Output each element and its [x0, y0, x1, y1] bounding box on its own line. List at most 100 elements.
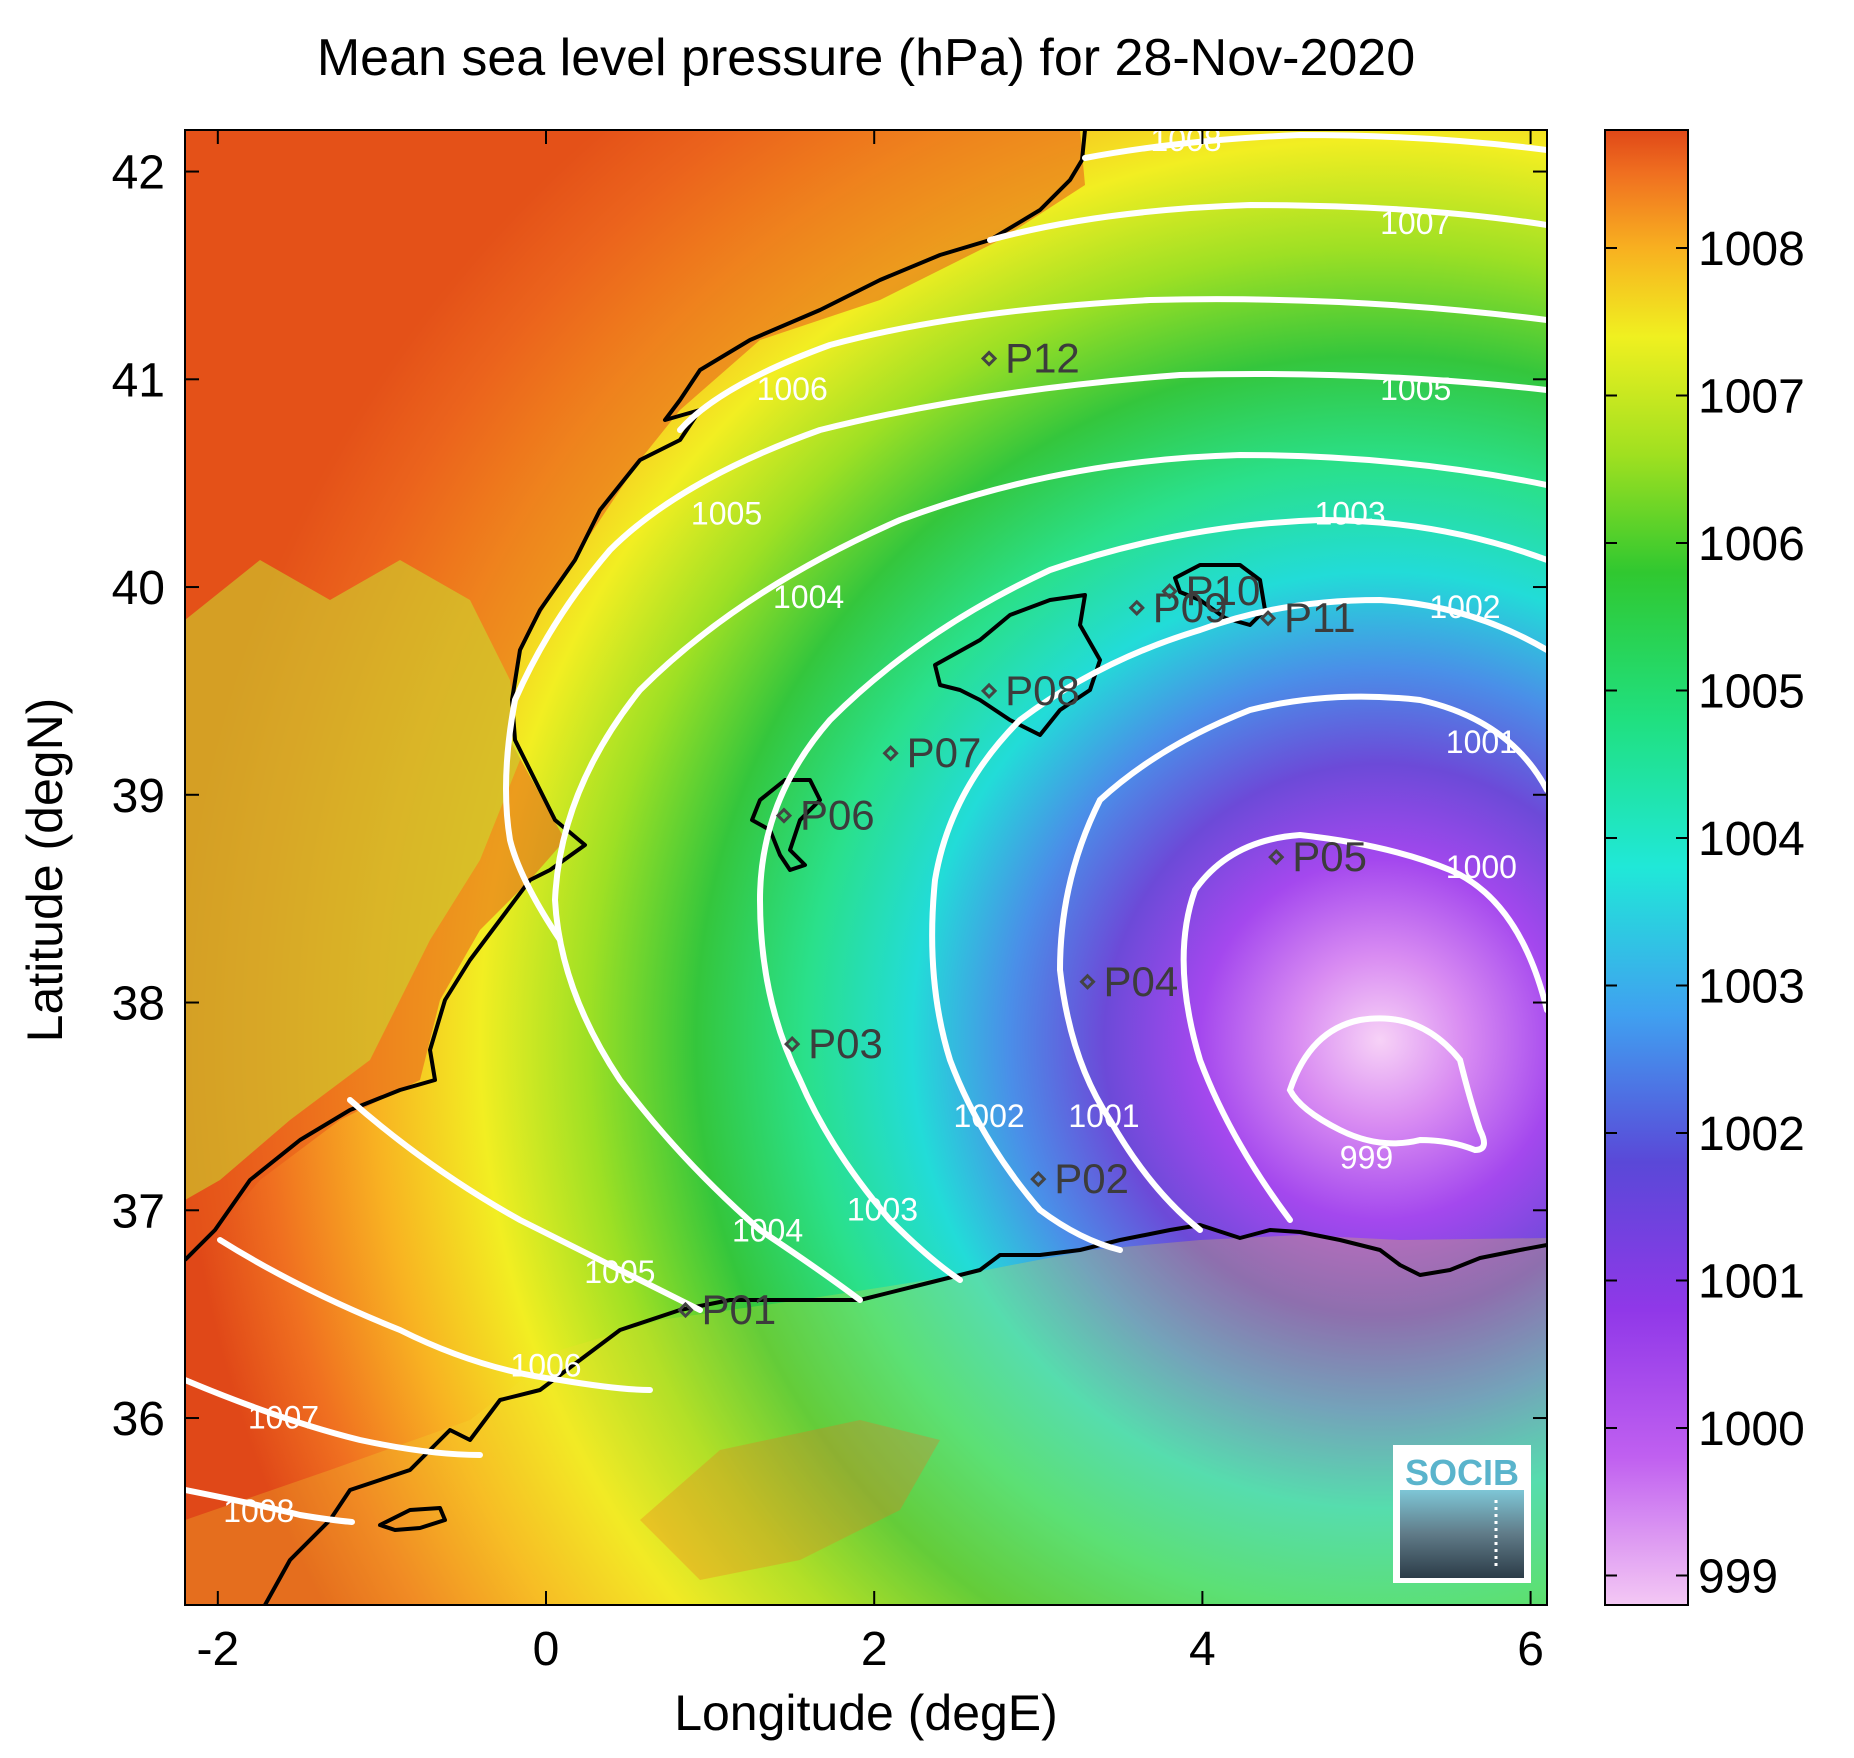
x-tick-label: 6: [1517, 1623, 1544, 1676]
contour-label: 1003: [1314, 496, 1385, 532]
contour-999: [1286, 1015, 1487, 1154]
contour-label: 1005: [1380, 371, 1451, 407]
contour-1002: [929, 596, 1547, 1253]
contour-label: 1006: [510, 1347, 581, 1383]
colorbar: 999 1000 1001 1002 1003 1004 1005 1006 1007 1008: [1604, 129, 1805, 1606]
iberia-green-fringe: [185, 560, 520, 1200]
station-label: P05: [1292, 833, 1367, 880]
y-axis: 36 37 38 39 40 41 42: [112, 147, 1547, 1446]
colorbar-tick-label: 1003: [1698, 961, 1805, 1014]
contour-label: 999: [1340, 1140, 1393, 1176]
contour-1005-south: [347, 1097, 703, 1313]
contour-1006: [677, 296, 1547, 433]
map-plot-area: 1008 1007 1006 1005 1005 1003 1004 1002 1001 1000…: [185, 122, 1547, 1605]
africa-land-shading: [185, 1235, 1547, 1605]
contour-labels: 1008 1007 1006 1005 1005 1003 1004 1002 1001 1000…: [223, 122, 1517, 1529]
y-axis-label: Latitude (degN): [17, 698, 73, 1043]
socib-logo-background: [1400, 1490, 1524, 1578]
contour-label: 1002: [953, 1098, 1024, 1134]
contour-label: 1005: [691, 496, 762, 532]
coastlines: [185, 130, 1547, 1605]
contour-label: 1004: [773, 579, 844, 615]
station-marker: [1259, 610, 1277, 627]
contour-1001: [1056, 693, 1547, 1233]
x-axis-label: Longitude (degE): [674, 1685, 1058, 1741]
station-marker: [1030, 1170, 1047, 1188]
colorbar-tick-label: 1007: [1698, 371, 1805, 424]
colorbar-gradient: [1604, 129, 1689, 1606]
station-marker: [1161, 583, 1178, 600]
station-label: P10: [1186, 567, 1261, 614]
contour-label: 1000: [1446, 849, 1517, 885]
station-label: P12: [1005, 335, 1080, 382]
contour-label: 1002: [1429, 589, 1500, 625]
socib-logo-text: SOCIB: [1405, 1452, 1519, 1493]
contour-label: 1007: [248, 1399, 319, 1435]
station-label: P01: [701, 1286, 776, 1333]
contour-label: 1007: [1380, 205, 1451, 241]
station-marker: [677, 1301, 694, 1319]
station-marker: [775, 807, 793, 824]
x-tick-label: 0: [533, 1623, 560, 1676]
contour-1005: [503, 371, 1547, 943]
x-tick-label: -2: [196, 1623, 239, 1676]
chart-title: Mean sea level pressure (hPa) for 28-Nov…: [317, 29, 1415, 87]
station-marker: [1079, 973, 1096, 990]
y-tick-label: 37: [112, 1185, 165, 1238]
contour-label: 1005: [584, 1254, 655, 1290]
colorbar-tick-label: 999: [1698, 1551, 1778, 1604]
contour-1008-south: [185, 1487, 355, 1525]
contour-label: 1008: [223, 1493, 294, 1529]
contour-label: 1004: [732, 1212, 803, 1248]
colorbar-tick-label: 1005: [1698, 666, 1805, 719]
contour-1007: [987, 201, 1547, 243]
colorbar-ticks: 999 1000 1001 1002 1003 1004 1005 1006 1007 1008: [1605, 223, 1805, 1604]
y-tick-label: 39: [112, 770, 165, 823]
y-tick-label: 41: [112, 354, 165, 407]
station-marker: [980, 682, 998, 700]
station-marker: [980, 350, 998, 367]
colorbar-tick-label: 1001: [1698, 1256, 1805, 1309]
station-marker: [784, 1035, 801, 1053]
contour-label: 1001: [1068, 1098, 1139, 1134]
contour-1003: [756, 516, 1547, 1283]
station-label: P11: [1284, 594, 1356, 641]
colorbar-tick-label: 1004: [1698, 813, 1805, 866]
station-label: P07: [907, 729, 982, 776]
contour-label: 1006: [757, 371, 828, 407]
x-tick-label: 4: [1189, 1623, 1216, 1676]
station-marker: [1128, 599, 1145, 616]
colorbar-tick-label: 1006: [1698, 518, 1805, 571]
station-marker: [882, 745, 899, 762]
contour-1004: [551, 451, 1547, 1303]
colorbar-tick-label: 1008: [1698, 223, 1805, 276]
x-tick-label: 2: [861, 1623, 888, 1676]
contour-label: 1008: [1150, 122, 1221, 158]
station-label: P08: [1005, 667, 1080, 714]
mallorca-coastline: [933, 593, 1102, 737]
station-label: P04: [1104, 958, 1179, 1005]
x-axis: -2 0 2 4 6: [196, 130, 1544, 1676]
contour-1007-south: [185, 1377, 483, 1458]
y-tick-label: 38: [112, 978, 165, 1031]
contour-label: 1003: [847, 1192, 918, 1228]
station-marker: [1268, 848, 1285, 866]
iberia-coastline: [185, 130, 1087, 1262]
contour-label: 1001: [1446, 724, 1517, 760]
socib-logo: SOCIB: [1393, 1445, 1531, 1583]
contour-1000: [1180, 831, 1547, 1223]
plot-frame: [184, 129, 1548, 1606]
station-label: P06: [800, 792, 875, 839]
alboran-coastline: [378, 1506, 447, 1532]
pressure-contours: [185, 131, 1547, 1525]
y-tick-label: 36: [112, 1393, 165, 1446]
menorca-coastline: [1173, 563, 1267, 627]
station-label: P03: [808, 1020, 883, 1067]
africa-coastline: [263, 1223, 1547, 1605]
contour-1006-south: [217, 1237, 653, 1393]
colorbar-tick-label: 1002: [1698, 1108, 1805, 1161]
contour-1008: [1082, 131, 1547, 161]
africa-orange-patch: [640, 1420, 940, 1580]
